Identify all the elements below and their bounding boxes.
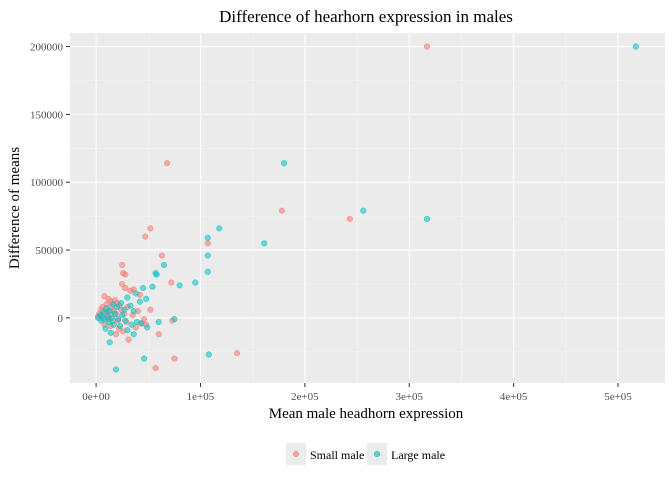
y-axis-title: Difference of means [7,147,23,269]
data-point [147,306,154,313]
data-point [216,225,223,232]
series-large-male [95,43,639,373]
y-tick-label: 150000 [30,109,64,121]
x-axis-title: Mean male headhorn expression [269,406,464,422]
data-point [423,215,431,222]
data-point [113,303,121,311]
legend-marker-large-male [373,450,381,458]
data-point [360,207,367,214]
data-point [122,317,129,324]
data-point [124,294,131,301]
data-point [149,283,156,290]
data-point [127,287,134,294]
axes: 0e+00 1e+05 2e+05 3e+05 4e+05 5e+05 0 50000 1000… [30,42,632,403]
chart-title: Difference of hearhorn expression in mal… [219,7,513,26]
data-point [423,43,431,50]
x-tick-label: 4e+05 [500,391,528,403]
data-point [130,308,137,315]
legend: Small male Large male [286,443,445,465]
data-point [192,279,199,286]
data-point [127,302,134,309]
data-points [95,43,639,373]
data-point [122,284,129,292]
data-point [632,43,639,50]
data-point [114,316,122,323]
data-point [108,314,115,321]
data-point [160,261,167,269]
data-point [121,306,128,313]
data-point [106,308,113,315]
data-point [107,329,114,336]
data-point [98,317,105,324]
data-point [111,310,118,317]
data-point [118,299,125,307]
x-tick-label: 5e+05 [604,391,632,403]
x-tick-label: 0e+00 [82,391,110,403]
data-point [144,324,151,331]
data-point [204,234,211,241]
data-point [168,279,175,286]
legend-label-large-male: Large male [391,448,445,462]
data-point [119,312,126,319]
data-point [152,365,159,372]
y-tick-label: 200000 [30,42,64,54]
data-point [112,366,119,373]
data-point [143,295,150,302]
data-point [233,350,241,357]
panel-background [70,33,665,383]
y-tick-label: 50000 [36,245,64,257]
data-point [117,322,124,330]
y-tick-label: 0 [58,313,64,325]
data-point [261,240,268,247]
data-point [346,215,353,222]
data-point [153,271,160,278]
data-point [136,298,143,305]
data-point [137,320,145,327]
legend-marker-small-male [292,450,300,458]
data-point [102,325,109,332]
data-point [141,316,148,323]
data-point [119,280,126,288]
data-point [125,336,132,343]
x-tick-label: 3e+05 [395,391,423,403]
data-point [112,331,119,338]
data-point [132,290,139,297]
data-point [141,355,148,362]
x-tick-label: 2e+05 [291,391,319,403]
data-point [204,268,211,275]
data-point [130,331,137,338]
data-point [106,339,113,346]
data-point [119,261,126,269]
data-point [105,318,112,326]
x-tick-label: 1e+05 [187,391,215,403]
data-point [164,160,171,167]
y-tick-label: 100000 [30,177,64,189]
data-point [142,233,149,240]
data-point [158,252,165,259]
data-point [140,284,147,292]
legend-label-small-male: Small male [310,448,364,462]
data-point [280,160,288,167]
data-point [204,252,211,259]
data-point [128,321,135,328]
data-point [110,321,117,328]
data-point [278,207,285,214]
data-point [205,351,212,358]
data-point [122,271,129,278]
data-point [176,282,183,289]
data-point [155,318,162,326]
data-point [124,327,131,334]
data-point [204,240,211,247]
data-point [147,225,154,232]
data-point [171,355,178,362]
data-point [171,316,178,323]
data-point [155,331,162,338]
plot-panel [70,33,665,383]
